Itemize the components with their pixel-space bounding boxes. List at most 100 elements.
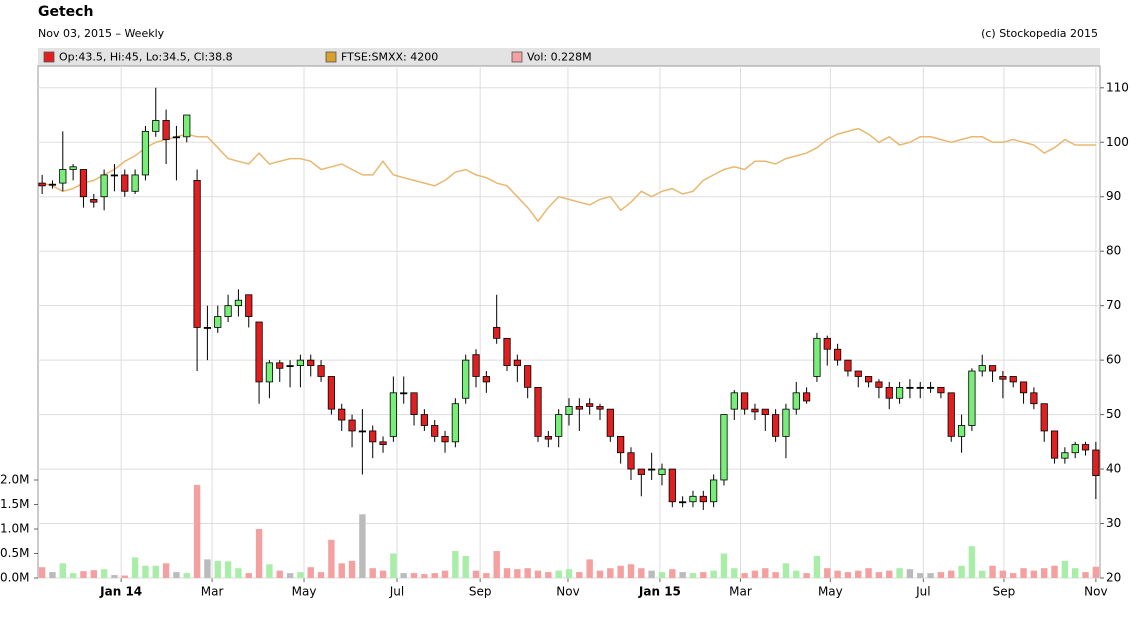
volume-bar bbox=[297, 572, 304, 578]
y-tick-label: 70 bbox=[1106, 298, 1121, 312]
candle-body bbox=[493, 327, 501, 339]
candle-body bbox=[844, 359, 852, 372]
candle-body bbox=[988, 365, 997, 372]
candle-body bbox=[462, 359, 470, 399]
candle-body bbox=[1071, 444, 1079, 454]
candle-body bbox=[214, 316, 222, 328]
volume-bar bbox=[627, 564, 635, 578]
candle-body bbox=[699, 495, 707, 503]
candle-body bbox=[606, 408, 614, 437]
candle-body bbox=[286, 365, 294, 367]
candle-body bbox=[730, 392, 738, 410]
volume-bar bbox=[793, 570, 800, 578]
volume-bar bbox=[607, 568, 614, 578]
volume-bar bbox=[183, 573, 190, 578]
candle-body bbox=[369, 430, 377, 443]
y2-tick-label: 1.5M bbox=[0, 497, 29, 511]
candle-body bbox=[885, 386, 893, 399]
candle-body bbox=[296, 359, 305, 366]
candle-body bbox=[1050, 430, 1059, 459]
candle-body bbox=[823, 337, 831, 350]
volume-bar bbox=[286, 573, 294, 578]
candle-body bbox=[38, 182, 46, 187]
volume-bar bbox=[307, 567, 314, 578]
candle-body bbox=[575, 406, 583, 410]
volume-bar bbox=[669, 569, 676, 578]
volume-bar bbox=[741, 573, 748, 578]
x-tick-label: Sep bbox=[993, 585, 1016, 599]
volume-bar bbox=[100, 569, 108, 578]
volume-bar bbox=[38, 567, 46, 578]
volume-bar bbox=[317, 572, 325, 578]
candle-body bbox=[265, 362, 274, 383]
volume-bar bbox=[1072, 568, 1079, 578]
volume-bar bbox=[1082, 572, 1089, 578]
candle-body bbox=[1030, 392, 1038, 405]
legend-label: FTSE:SMXX: 4200 bbox=[341, 51, 438, 64]
volume-bar bbox=[999, 570, 1007, 578]
volume-bar bbox=[493, 551, 500, 578]
candle-body bbox=[203, 327, 212, 329]
candle-body bbox=[152, 120, 160, 132]
volume-bar bbox=[1051, 565, 1058, 578]
volume-bar bbox=[421, 574, 428, 578]
y-tick-label: 80 bbox=[1106, 244, 1121, 258]
legend-swatch bbox=[43, 51, 55, 63]
legend-band bbox=[38, 48, 1100, 66]
candle-body bbox=[1009, 376, 1017, 383]
candle-body bbox=[658, 468, 666, 475]
candle-body bbox=[720, 414, 728, 481]
candle-body bbox=[741, 392, 749, 410]
volume-bar bbox=[503, 568, 511, 578]
chart-subtitle: Nov 03, 2015 – Weekly bbox=[38, 27, 165, 40]
volume-bar bbox=[462, 555, 469, 578]
volume-bar bbox=[410, 573, 418, 578]
x-tick-label: Nov bbox=[1084, 585, 1107, 599]
y2-tick-label: 1.0M bbox=[0, 522, 29, 536]
candle-body bbox=[1061, 452, 1069, 459]
x-tick-label: Mar bbox=[201, 585, 224, 599]
candle-body bbox=[895, 386, 904, 399]
candle-body bbox=[451, 403, 459, 443]
chart-title: Getech bbox=[38, 4, 93, 20]
candle-body bbox=[710, 479, 718, 503]
volume-bar bbox=[245, 573, 252, 578]
volume-bar bbox=[431, 573, 438, 578]
candle-body bbox=[864, 376, 873, 383]
volume-bar bbox=[472, 570, 480, 578]
candle-body bbox=[803, 392, 811, 402]
volume-bar bbox=[514, 569, 521, 578]
volume-bar bbox=[204, 559, 211, 578]
x-tick-label: Jan 14 bbox=[99, 585, 142, 599]
candle-body bbox=[379, 441, 387, 445]
volume-bar bbox=[111, 575, 118, 578]
candle-body bbox=[947, 392, 955, 437]
candle-body bbox=[689, 495, 697, 503]
candle-body bbox=[141, 130, 150, 176]
candle-body bbox=[59, 169, 67, 184]
volume-bar bbox=[276, 570, 283, 578]
volume-bar bbox=[266, 564, 273, 578]
y-tick-label: 60 bbox=[1106, 353, 1121, 367]
volume-bar bbox=[576, 572, 583, 578]
candle-body bbox=[627, 452, 635, 470]
candle-body bbox=[317, 365, 325, 377]
legend-swatch bbox=[511, 51, 523, 63]
candle-body bbox=[637, 468, 645, 475]
candle-body bbox=[307, 359, 315, 366]
candle-body bbox=[110, 174, 119, 177]
volume-bar bbox=[348, 560, 356, 578]
candle-body bbox=[503, 337, 511, 366]
candle-body bbox=[968, 370, 976, 426]
candle-body bbox=[224, 305, 232, 317]
volume-bar bbox=[390, 553, 397, 578]
volume-bar bbox=[968, 546, 976, 578]
candle-body bbox=[90, 199, 98, 203]
x-tick-label: Mar bbox=[729, 585, 752, 599]
volume-bar bbox=[751, 570, 759, 578]
candle-body bbox=[534, 386, 542, 437]
candle-body bbox=[833, 348, 842, 361]
volume-bar bbox=[989, 565, 996, 578]
volume-bar bbox=[452, 551, 459, 578]
candle-body bbox=[524, 365, 532, 388]
